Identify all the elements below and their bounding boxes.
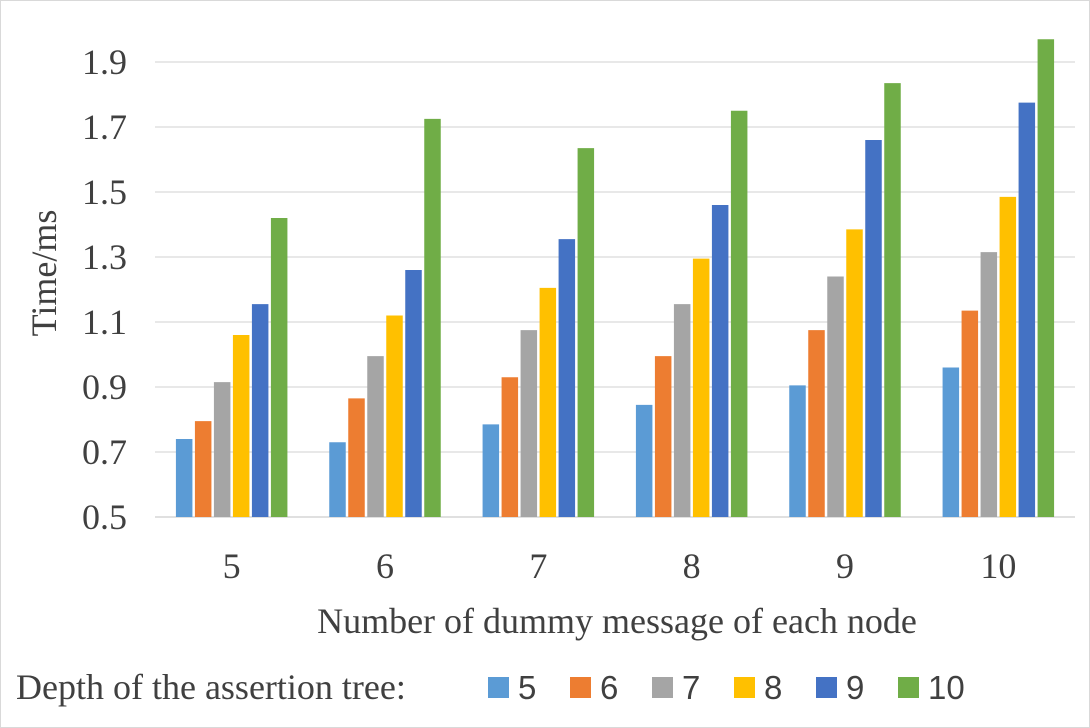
legend-swatch-6: [570, 677, 591, 698]
bar-depth-10-msg-7: [577, 148, 595, 517]
y-tick-label: 1.9: [82, 42, 127, 82]
bar-depth-10-msg-6: [424, 118, 441, 517]
bar-depth-9-msg-9: [865, 140, 882, 517]
x-tick-label: 5: [223, 546, 241, 586]
legend-label: 9: [846, 669, 864, 706]
y-tick-label: 0.5: [82, 497, 127, 537]
x-tick-label: 6: [376, 546, 394, 586]
y-axis-ticks: 0.5 0.7 0.9 1.1 1.3 1.5 1.7 1.9: [82, 42, 127, 537]
legend-swatch-10: [898, 677, 919, 698]
bar-depth-7-msg-7: [520, 330, 538, 517]
legend-swatch-9: [816, 677, 837, 698]
bar-depth-6-msg-8: [654, 356, 672, 517]
bar-depth-10-msg-8: [730, 110, 748, 517]
bar-depth-5-msg-7: [482, 424, 500, 517]
legend-label: 5: [518, 669, 536, 706]
bar-depth-6-msg-7: [501, 377, 519, 517]
gridlines: [155, 61, 1075, 518]
x-axis-label: Number of dummy message of each node: [317, 601, 917, 641]
legend-label: 6: [600, 669, 618, 706]
bar-depth-5-msg-8: [635, 404, 653, 517]
x-tick-label: 7: [529, 546, 547, 586]
bar-depth-5-msg-6: [329, 442, 346, 517]
bars: [175, 39, 1055, 517]
bar-depth-7-msg-9: [827, 276, 844, 517]
bar-depth-9-msg-10: [1018, 102, 1036, 517]
bar-depth-5-msg-10: [942, 367, 960, 517]
bar-depth-8-msg-5: [232, 335, 250, 517]
legend-swatch-8: [734, 677, 755, 698]
bar-depth-8-msg-7: [539, 287, 557, 517]
bar-depth-9-msg-6: [405, 270, 422, 517]
bar-depth-6-msg-9: [808, 330, 825, 517]
x-tick-label: 10: [980, 546, 1016, 586]
y-tick-label: 1.5: [82, 172, 127, 212]
legend-title: Depth of the assertion tree:: [16, 667, 406, 707]
bar-depth-8-msg-6: [386, 315, 403, 517]
y-axis-label: Time/ms: [24, 210, 64, 337]
bar-depth-8-msg-8: [692, 258, 710, 517]
bar-depth-5-msg-5: [175, 439, 193, 517]
bar-depth-6-msg-5: [194, 421, 212, 517]
y-tick-label: 1.3: [82, 237, 127, 277]
x-tick-label: 8: [683, 546, 701, 586]
bar-depth-8-msg-9: [846, 229, 863, 517]
bar-depth-7-msg-5: [213, 382, 231, 517]
legend-swatch-5: [488, 677, 509, 698]
bar-depth-9-msg-7: [558, 239, 576, 517]
bar-depth-10-msg-10: [1037, 39, 1055, 517]
y-tick-label: 0.9: [82, 367, 127, 407]
y-tick-label: 1.7: [82, 107, 127, 147]
bar-depth-8-msg-10: [999, 196, 1017, 517]
bar-depth-6-msg-10: [961, 310, 979, 517]
bar-depth-10-msg-9: [884, 83, 901, 517]
y-tick-label: 1.1: [82, 302, 127, 342]
legend-label: 8: [764, 669, 782, 706]
bar-depth-7-msg-6: [367, 356, 384, 517]
legend-swatch-7: [652, 677, 673, 698]
bar-depth-9-msg-8: [711, 205, 729, 517]
legend-label: 10: [928, 669, 965, 706]
bar-depth-7-msg-10: [980, 252, 998, 517]
x-tick-label: 9: [836, 546, 854, 586]
x-axis-ticks: 5 6 7 8 9 10: [223, 546, 1017, 586]
bar-depth-10-msg-5: [270, 218, 288, 517]
legend-label: 7: [682, 669, 700, 706]
bar-depth-9-msg-5: [251, 304, 269, 517]
bar-depth-7-msg-8: [673, 304, 691, 517]
bar-depth-6-msg-6: [348, 398, 365, 517]
legend: Depth of the assertion tree: 5 6 7 8 9 10: [16, 667, 965, 707]
bar-depth-5-msg-9: [789, 385, 806, 517]
y-tick-label: 0.7: [82, 432, 127, 472]
